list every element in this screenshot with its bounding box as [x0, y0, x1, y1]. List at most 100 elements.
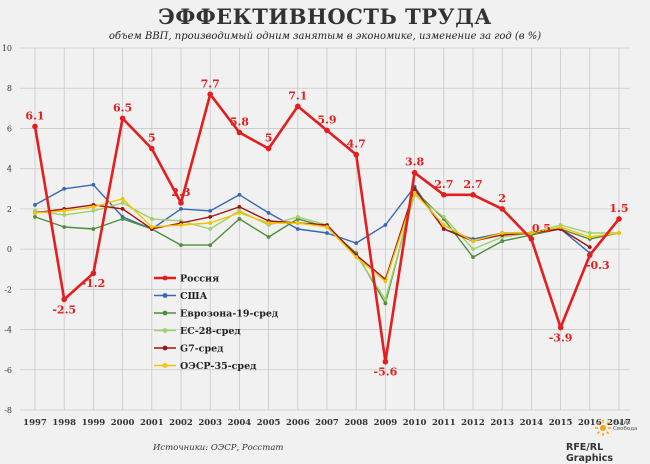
data-label: 2.3	[171, 186, 190, 199]
data-point	[412, 186, 417, 191]
data-point	[441, 192, 447, 198]
data-point	[149, 145, 155, 152]
data-point	[383, 223, 388, 227]
data-point	[295, 227, 300, 231]
data-point	[120, 206, 125, 211]
data-label: 5.9	[317, 113, 336, 126]
data-point	[237, 217, 242, 221]
data-point	[325, 225, 329, 229]
data-point	[354, 241, 359, 245]
data-label: -0.3	[586, 259, 610, 272]
data-label: 6.1	[25, 109, 44, 122]
data-point	[33, 202, 37, 207]
data-point	[470, 192, 476, 198]
data-point	[266, 235, 271, 239]
data-label: 7.1	[288, 89, 307, 102]
data-point	[587, 231, 592, 235]
data-label: 4.7	[347, 138, 366, 151]
series-oecd35	[33, 190, 621, 284]
series-usa	[33, 182, 592, 256]
radio-svoboda-logo-icon	[594, 419, 612, 441]
x-tick-label: 2016	[578, 418, 602, 428]
data-point	[207, 91, 213, 98]
legend-marker	[162, 310, 168, 316]
legend-marker	[162, 275, 168, 281]
x-tick-label: 2017	[607, 418, 631, 428]
x-tick-label: 2015	[549, 418, 573, 428]
data-point	[383, 279, 388, 284]
x-tick-label: 2006	[286, 418, 310, 428]
data-point	[208, 221, 213, 225]
x-tick-label: 2007	[315, 418, 339, 428]
x-tick-label: 2011	[432, 418, 456, 428]
data-point	[382, 358, 389, 365]
data-point	[557, 324, 564, 331]
series-line	[34, 184, 591, 254]
legend-label: Россия	[180, 274, 219, 285]
x-tick-label: 2013	[490, 418, 514, 428]
data-point	[441, 215, 446, 219]
data-point	[120, 196, 125, 201]
data-point	[500, 231, 505, 235]
data-point	[179, 223, 183, 227]
data-point	[587, 235, 592, 239]
data-point	[90, 270, 97, 277]
logo-text: Радио Свобода	[613, 420, 638, 432]
data-point	[295, 103, 301, 110]
data-point	[237, 211, 242, 215]
y-tick-label: 8	[7, 84, 12, 93]
data-point	[353, 151, 360, 158]
x-tick-label: 2012	[461, 418, 485, 428]
legend-label: G7-сред	[180, 344, 223, 355]
data-point	[149, 225, 154, 229]
data-point	[500, 239, 505, 243]
data-point	[33, 215, 37, 219]
data-point	[616, 216, 622, 222]
data-point	[528, 236, 535, 242]
data-label: 0.5	[532, 222, 551, 235]
legend-marker	[162, 328, 168, 333]
data-point	[208, 215, 213, 219]
data-point	[91, 209, 96, 213]
y-tick-label: -6	[4, 366, 12, 375]
y-tick-label: -4	[4, 326, 12, 335]
legend-label: США	[180, 291, 208, 302]
data-point	[208, 243, 213, 247]
data-point	[295, 215, 300, 219]
x-tick-label: 2010	[403, 418, 427, 428]
data-point	[91, 182, 96, 187]
data-point	[62, 209, 67, 213]
x-tick-label: 1997	[23, 418, 47, 428]
source-note: Источники: ОЭСР, Росстат	[153, 443, 284, 453]
x-tick-label: 2008	[344, 418, 368, 428]
data-point	[62, 186, 67, 191]
data-label: -2.5	[52, 303, 76, 316]
data-point	[499, 206, 506, 212]
data-point	[179, 206, 183, 211]
y-tick-label: 2	[7, 205, 12, 214]
data-point	[33, 211, 37, 215]
data-label: 5.8	[230, 115, 249, 128]
legend-marker	[162, 345, 168, 351]
data-label: 3.8	[405, 156, 424, 169]
data-label: -3.9	[549, 332, 573, 345]
data-label: 2.7	[463, 178, 482, 191]
data-label: 7.7	[201, 77, 220, 90]
chart-title: ЭФФЕКТИВНОСТЬ ТРУДА	[158, 4, 492, 29]
data-point	[237, 192, 242, 197]
data-point	[587, 245, 592, 250]
legend: Россия США Еврозона-19-сред ЕС-28-сред G7-ср…	[154, 274, 278, 372]
legend-marker	[162, 363, 168, 368]
y-tick-label: 10	[2, 44, 12, 53]
data-label: 6.5	[113, 101, 132, 114]
series-line	[34, 188, 591, 280]
data-point	[529, 231, 534, 235]
data-point	[354, 255, 359, 260]
data-point	[471, 247, 475, 252]
data-point	[383, 301, 388, 306]
data-point	[178, 200, 184, 206]
data-label: 2	[498, 192, 506, 205]
x-tick-label: 2004	[228, 418, 252, 428]
data-point	[266, 221, 271, 225]
data-point	[412, 190, 417, 195]
